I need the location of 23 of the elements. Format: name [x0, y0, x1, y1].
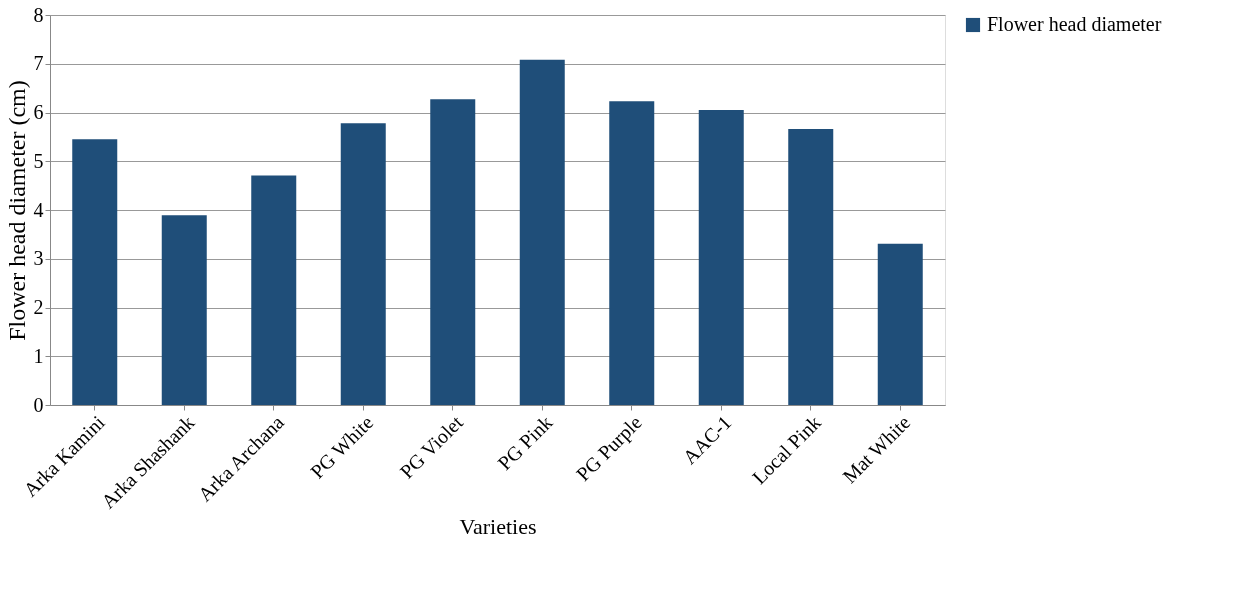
- y-tick-label: 0: [33, 393, 44, 416]
- y-tick-label: 8: [33, 3, 44, 26]
- y-tick-label: 4: [33, 198, 44, 221]
- y-tick-label: 7: [33, 52, 44, 75]
- bar: [430, 99, 476, 405]
- bar: [72, 139, 118, 405]
- bar: [788, 129, 834, 405]
- y-tick-label: 2: [33, 296, 44, 318]
- bar: [519, 59, 565, 405]
- x-axis-title: Varieties: [459, 513, 537, 539]
- x-tick-label: PG Pink: [493, 411, 557, 475]
- bar: [340, 123, 386, 405]
- bar: [251, 175, 297, 405]
- y-tick-label: 5: [33, 149, 44, 172]
- y-tick-label: 1: [33, 344, 44, 367]
- bar: [609, 101, 655, 405]
- bar: [877, 243, 923, 405]
- y-tick-label: 6: [33, 101, 44, 123]
- bar: [161, 215, 207, 405]
- y-tick-label: 3: [33, 247, 44, 270]
- y-axis-title: Flower head diameter (cm): [3, 80, 30, 341]
- bar: [698, 110, 744, 405]
- legend-label: Flower head diameter: [987, 13, 1162, 35]
